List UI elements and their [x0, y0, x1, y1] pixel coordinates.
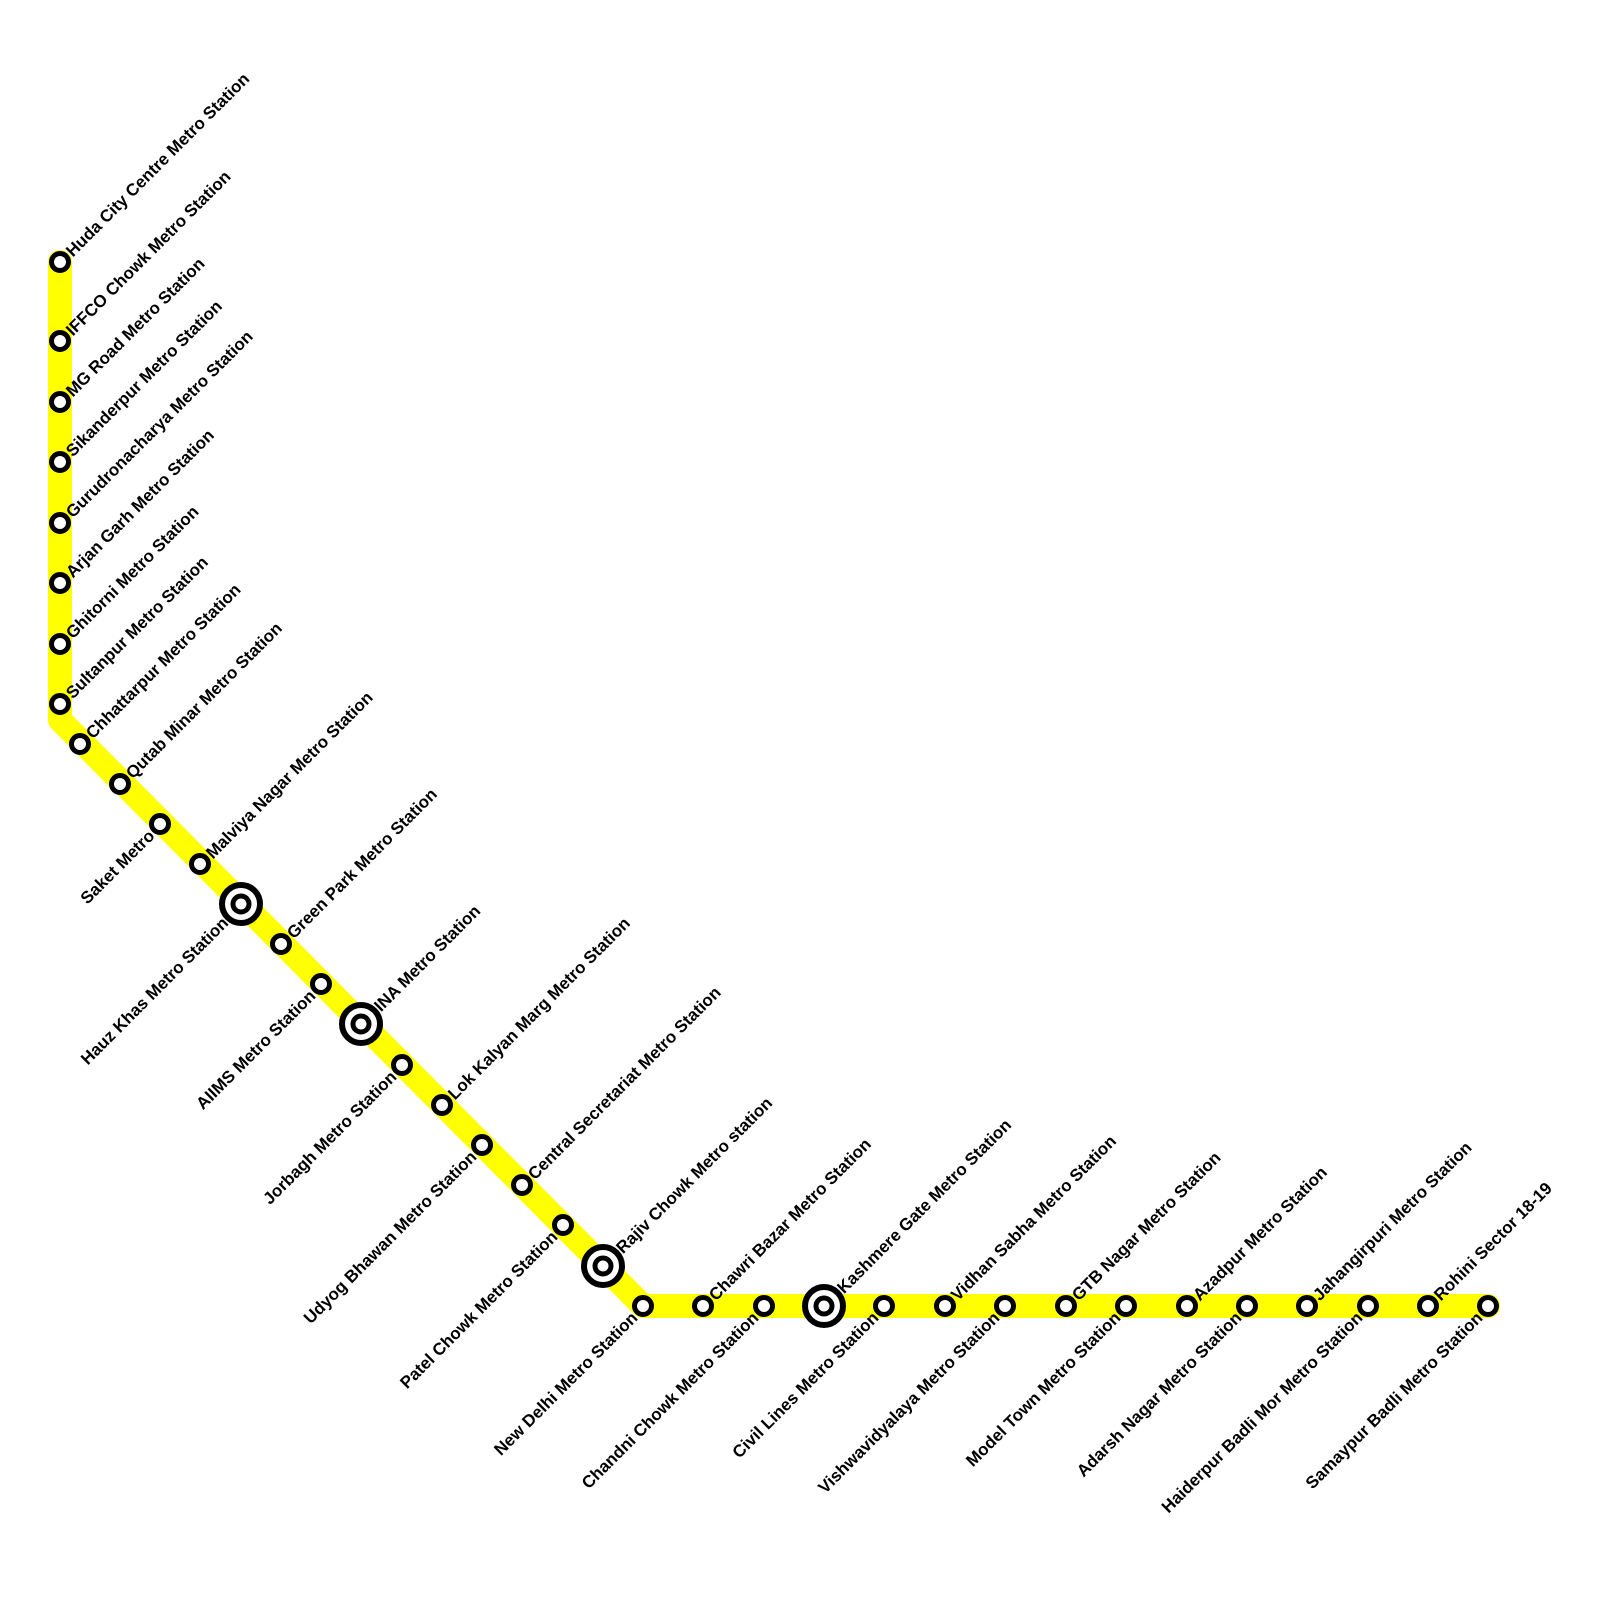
- station-marker-jahangirpuri-metro-station: [1296, 1295, 1318, 1317]
- station-label-udyog-bhawan-metro-station: Udyog Bhawan Metro Station: [300, 1147, 480, 1327]
- station-marker-civil-lines-metro-station: [873, 1295, 895, 1317]
- station-dot: [49, 251, 71, 273]
- station-marker-udyog-bhawan-metro-station: [471, 1134, 493, 1156]
- station-marker-patel-chowk-metro-station: [552, 1214, 574, 1236]
- station-dot: [109, 773, 131, 795]
- station-marker-arjan-garh-metro-station: [49, 572, 71, 594]
- station-dot: [1357, 1295, 1379, 1317]
- station-dot: [49, 633, 71, 655]
- station-label-new-delhi-metro-station: New Delhi Metro Station: [490, 1308, 641, 1459]
- interchange-center: [813, 1295, 835, 1317]
- station-label-rajiv-chowk-metro-station: Rajiv Chowk Metro station: [612, 1093, 776, 1257]
- station-dot: [1236, 1295, 1258, 1317]
- station-marker-green-park-metro-station: [270, 933, 292, 955]
- station-label-green-park-metro-station: Green Park Metro Station: [283, 785, 441, 943]
- station-marker-adarsh-nagar-metro-station: [1236, 1295, 1258, 1317]
- station-dot: [1055, 1295, 1077, 1317]
- station-dot: [49, 451, 71, 473]
- station-marker-gtb-nagar-metro-station: [1055, 1295, 1077, 1317]
- station-dot: [1176, 1295, 1198, 1317]
- station-marker-azadpur-metro-station: [1176, 1295, 1198, 1317]
- station-dot: [552, 1214, 574, 1236]
- station-dot: [511, 1174, 533, 1196]
- interchange-center: [230, 893, 252, 915]
- station-label-rohini-sector-18-19: Rohini Sector 18-19: [1430, 1179, 1556, 1305]
- station-dot: [149, 813, 171, 835]
- station-marker-gurudronacharya-metro-station: [49, 512, 71, 534]
- station-marker-vishwavidyalaya-metro-station: [994, 1295, 1016, 1317]
- station-marker-central-secretariat-metro-station: [511, 1174, 533, 1196]
- station-dot: [69, 733, 91, 755]
- station-marker-new-delhi-metro-station: [632, 1295, 654, 1317]
- station-marker-haiderpur-badli-mor-metro-station: [1357, 1295, 1379, 1317]
- station-marker-chandni-chowk-metro-station: [753, 1295, 775, 1317]
- station-marker-malviya-nagar-metro-station: [189, 853, 211, 875]
- station-label-hauz-khas-metro-station: Hauz Khas Metro Station: [77, 913, 232, 1068]
- station-dot: [873, 1295, 895, 1317]
- station-marker-iffco-chowk-metro-station: [49, 330, 71, 352]
- station-dot: [934, 1295, 956, 1317]
- station-marker-qutab-minar-metro-station: [109, 773, 131, 795]
- station-label-lok-kalyan-marg-metro-station: Lok Kalyan Marg Metro Station: [444, 914, 634, 1104]
- station-dot: [49, 391, 71, 413]
- station-label-haiderpur-badli-mor-metro-station: Haiderpur Badli Mor Metro Station: [1158, 1308, 1366, 1516]
- station-label-jorbagh-metro-station: Jorbagh Metro Station: [259, 1067, 400, 1208]
- station-dot: [49, 693, 71, 715]
- station-label-saket-metro: Saket Metro: [77, 826, 159, 908]
- station-dot: [49, 512, 71, 534]
- station-dot: [189, 853, 211, 875]
- station-marker-chhattarpur-metro-station: [69, 733, 91, 755]
- station-dot: [632, 1295, 654, 1317]
- station-dot: [692, 1295, 714, 1317]
- station-marker-sultanpur-metro-station: [49, 693, 71, 715]
- station-dot: [270, 933, 292, 955]
- station-marker-lok-kalyan-marg-metro-station: [431, 1094, 453, 1116]
- interchange-center: [350, 1013, 372, 1035]
- station-marker-hauz-khas-metro-station: [219, 882, 263, 926]
- station-label-azadpur-metro-station: Azadpur Metro Station: [1189, 1163, 1331, 1305]
- station-marker-vidhan-sabha-metro-station: [934, 1295, 956, 1317]
- station-dot: [49, 330, 71, 352]
- station-label-ina-metro-station: INA Metro Station: [370, 901, 484, 1015]
- station-dot: [431, 1094, 453, 1116]
- station-marker-huda-city-centre-metro-station: [49, 251, 71, 273]
- station-label-qutab-minar-metro-station: Qutab Minar Metro Station: [122, 619, 286, 783]
- station-marker-ina-metro-station: [339, 1002, 383, 1046]
- station-markers: [49, 251, 1499, 1328]
- station-marker-rajiv-chowk-metro-station: [581, 1244, 625, 1288]
- station-dot: [471, 1134, 493, 1156]
- station-dot: [391, 1054, 413, 1076]
- station-dot: [49, 572, 71, 594]
- station-marker-mg-road-metro-station: [49, 391, 71, 413]
- station-label-malviya-nagar-metro-station: Malviya Nagar Metro Station: [202, 688, 376, 862]
- station-marker-ghitorni-metro-station: [49, 633, 71, 655]
- station-marker-samaypur-badli-metro-station: [1477, 1295, 1499, 1317]
- interchange-center: [592, 1255, 614, 1277]
- station-dot: [994, 1295, 1016, 1317]
- station-dot: [310, 973, 332, 995]
- station-marker-aiims-metro-station: [310, 973, 332, 995]
- station-dot: [1115, 1295, 1137, 1317]
- station-marker-model-town-metro-station: [1115, 1295, 1137, 1317]
- station-label-central-secretariat-metro-station: Central Secretariat Metro Station: [524, 983, 724, 1183]
- station-dot: [1477, 1295, 1499, 1317]
- station-marker-kashmere-gate-metro-station: [802, 1284, 846, 1328]
- station-marker-rohini-sector-18-19: [1417, 1295, 1439, 1317]
- station-label-aiims-metro-station: AIIMS Metro Station: [192, 986, 319, 1113]
- station-dot: [1417, 1295, 1439, 1317]
- station-marker-sikanderpur-metro-station: [49, 451, 71, 473]
- station-marker-jorbagh-metro-station: [391, 1054, 413, 1076]
- station-marker-chawri-bazar-metro-station: [692, 1295, 714, 1317]
- station-marker-saket-metro: [149, 813, 171, 835]
- station-dot: [753, 1295, 775, 1317]
- station-dot: [1296, 1295, 1318, 1317]
- station-label-patel-chowk-metro-station: Patel Chowk Metro Station: [396, 1227, 561, 1392]
